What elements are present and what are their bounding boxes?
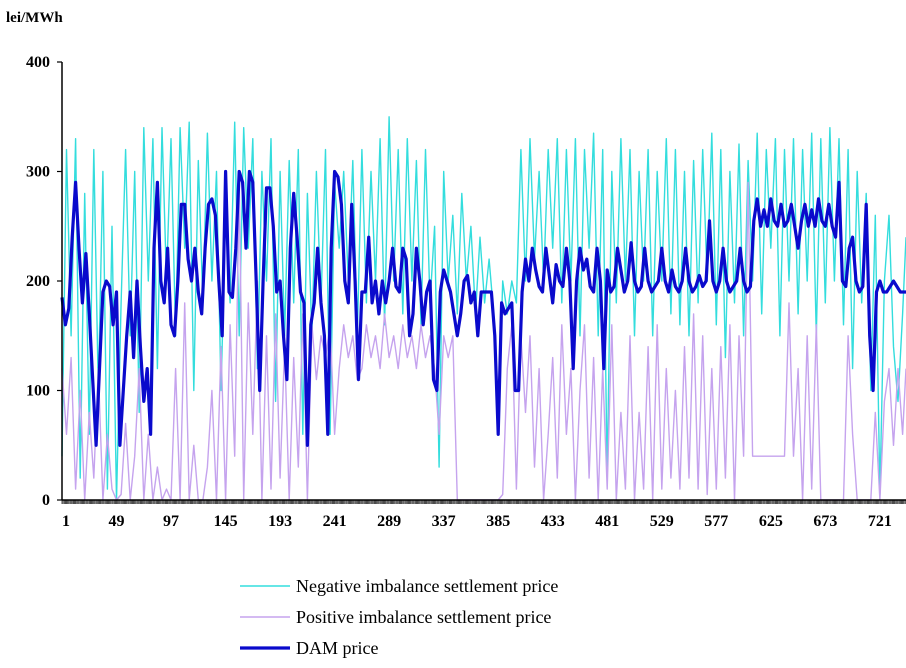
- y-axis-label: lei/MWh: [6, 10, 63, 26]
- plot-area: [60, 116, 906, 501]
- legend-label-2: Positive imbalance settlement price: [296, 607, 551, 627]
- x-tick-label: 145: [214, 513, 238, 530]
- x-tick-label: 721: [868, 513, 892, 530]
- x-minor-ticks: [61, 500, 906, 504]
- series-line-2: [61, 181, 906, 501]
- x-tick-label: 529: [650, 513, 674, 530]
- x-tick-label: 241: [323, 513, 347, 530]
- y-tick-label: 100: [26, 383, 50, 400]
- y-tick-label: 400: [26, 54, 50, 71]
- x-tick-label: 193: [268, 513, 292, 530]
- x-tick-label: 625: [759, 513, 783, 530]
- legend: Negative imbalance settlement price Posit…: [240, 576, 558, 658]
- x-tick-label: 1: [62, 513, 70, 530]
- legend-label-1: Negative imbalance settlement price: [296, 576, 558, 596]
- x-tick-label: 673: [813, 513, 837, 530]
- x-tick-label: 577: [704, 513, 728, 530]
- y-tick-label: 0: [42, 492, 50, 509]
- x-tick-label: 337: [432, 513, 456, 530]
- x-tick-label: 49: [109, 513, 125, 530]
- x-tick-label: 97: [163, 513, 179, 530]
- legend-label-3: DAM price: [296, 638, 378, 658]
- series-line-1: [61, 116, 906, 501]
- y-tick-label: 200: [26, 273, 50, 290]
- x-tick-label: 385: [486, 513, 510, 530]
- x-tick-label: 289: [377, 513, 401, 530]
- x-tick-label: 481: [595, 513, 619, 530]
- series-line-3: [60, 169, 906, 447]
- axes: 0 100 200 300 400 1 49 97 145 193 241 289 337 385 433 4…: [26, 54, 906, 530]
- x-tick-label: 433: [541, 513, 565, 530]
- y-tick-label: 300: [26, 164, 50, 181]
